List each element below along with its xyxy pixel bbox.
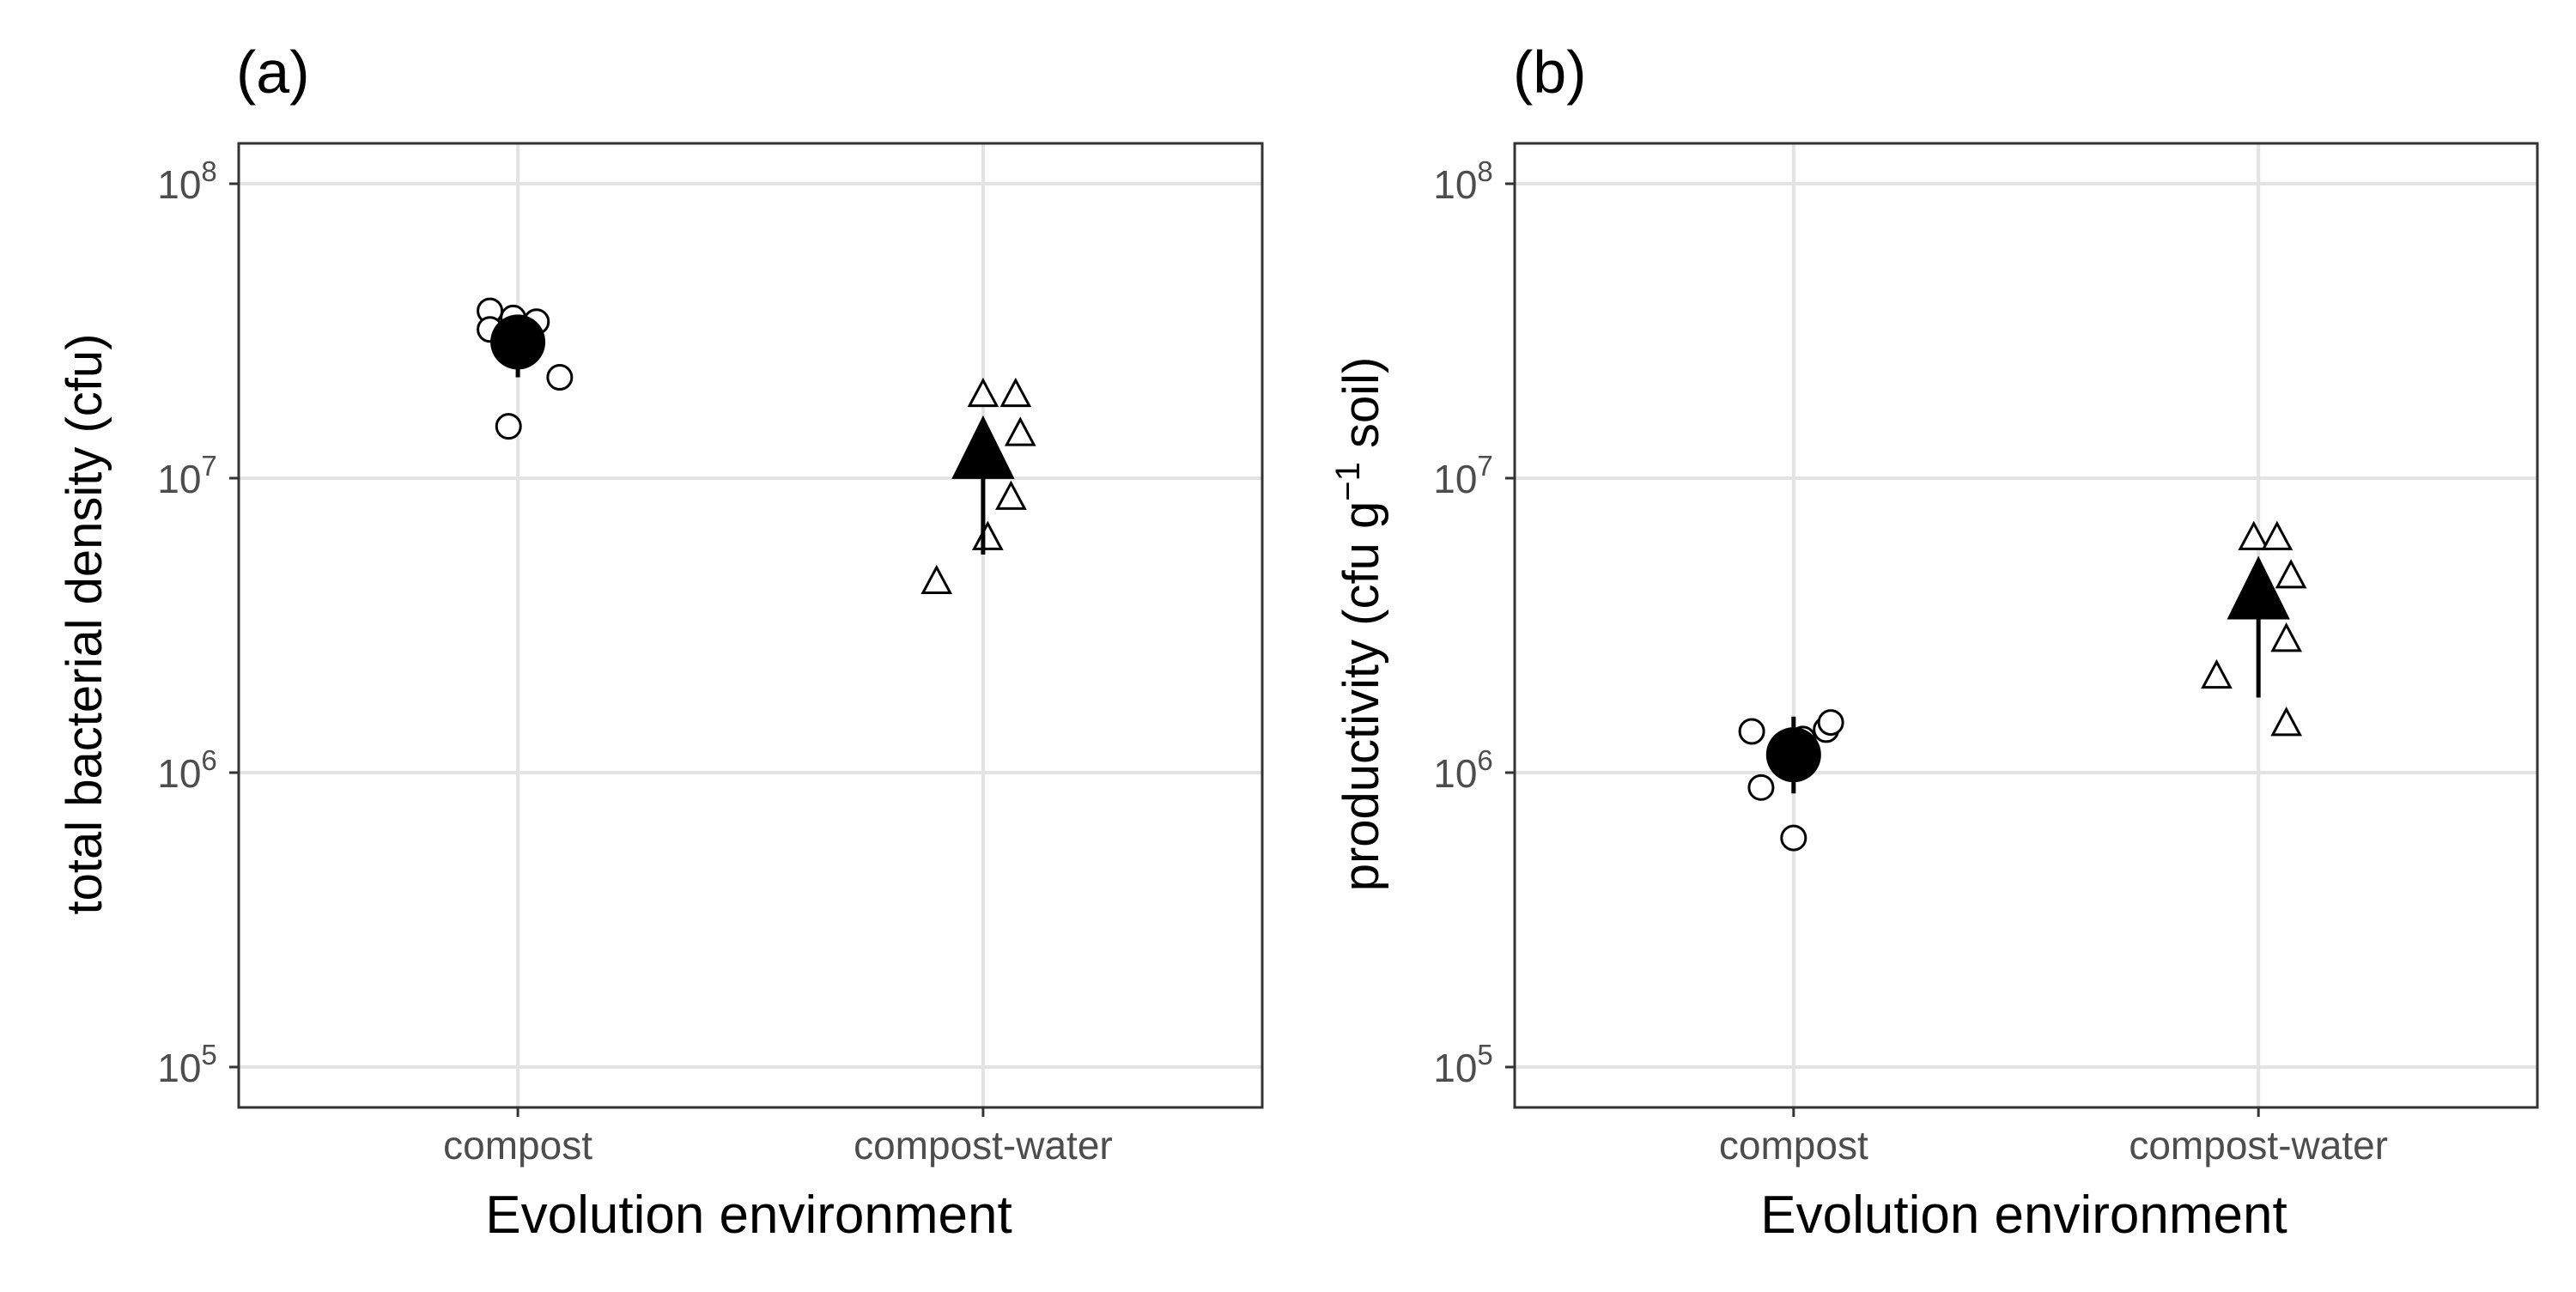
panel-a-compost-water-point-2 (999, 377, 1032, 408)
panel-a-y-tick-label-5: 105 (157, 1039, 217, 1090)
panel-a-compost-water-point-4 (995, 480, 1027, 510)
panel-b-compost-water-point-4 (2270, 622, 2303, 652)
panel-b-x-tick-label-compost: compost (1719, 1123, 1868, 1168)
panel-a-compost-point-5 (546, 364, 574, 391)
panel-b-x-axis-title: Evolution environment (1760, 1186, 2287, 1245)
panel-b: (b) 105 106 107 108 compost compost-water Evo… (1329, 39, 2539, 1245)
panel-a-y-tick-label-6: 106 (157, 744, 217, 796)
panel-b-border (1513, 142, 2539, 1109)
panel-a-y-tick-label-8: 108 (157, 155, 217, 207)
panel-b-y-tick-label-6: 106 (1433, 744, 1493, 796)
panel-b-y-axis-title-tail: soil) (1334, 357, 1389, 462)
panel-a-compost-water-mean (951, 415, 1015, 479)
panel-a: (a) 105 106 107 108 compost compost-water Evo… (57, 39, 1264, 1245)
panel-b-compost-water-point-5 (2201, 658, 2233, 689)
panel-b-label: (b) (1513, 39, 1587, 106)
panel-b-compost-water-point-6 (2270, 707, 2303, 737)
panel-b-x-tick-label-compost-water: compost-water (2129, 1123, 2388, 1168)
panel-b-compost-water-point-1 (2238, 520, 2270, 550)
panel-a-compost-point-6 (495, 413, 522, 440)
panel-b-compost-water-point-2 (2261, 520, 2293, 550)
panel-a-label: (a) (236, 39, 310, 106)
panel-b-plot: 105 106 107 108 compost compost-water (1433, 142, 2539, 1168)
panel-b-y-axis-title: productivity (cfu g−1 soil) (1329, 357, 1389, 892)
panel-a-border (237, 142, 1264, 1109)
panel-a-x-tick-label-compost-water: compost-water (854, 1123, 1113, 1168)
panel-a-y-axis-title: total bacterial density (cfu) (57, 334, 112, 915)
panel-a-compost-water-point-6 (920, 564, 953, 594)
panel-a-x-axis-title: Evolution environment (485, 1186, 1012, 1245)
panel-b-compost-point-4 (1817, 709, 1844, 737)
panel-b-y-tick-label-7: 107 (1433, 450, 1493, 501)
panel-a-compost-water-point-1 (967, 377, 999, 408)
panel-b-compost-point-6 (1780, 824, 1807, 852)
panel-a-x-tick-label-compost: compost (443, 1123, 592, 1168)
panel-b-compost-point-5 (1747, 773, 1775, 801)
panel-b-compost-water-point-3 (2275, 559, 2307, 589)
panel-a-compost-mean (490, 314, 546, 370)
panel-a-compost-water-point-3 (1004, 416, 1036, 446)
panel-b-compost-water-mean (2227, 555, 2290, 620)
panel-b-y-tick-label-5: 105 (1433, 1039, 1493, 1090)
panel-a-y-tick-label-7: 107 (157, 450, 217, 501)
panel-a-plot: 105 106 107 108 compost compost-water (157, 142, 1264, 1168)
panel-b-y-axis-title-superscript: −1 (1329, 462, 1367, 501)
panel-b-y-axis-title-main: productivity (cfu g (1334, 501, 1389, 892)
panel-b-compost-point-1 (1738, 718, 1765, 745)
panel-b-y-tick-label-8: 108 (1433, 155, 1493, 207)
panel-a-compost-water-point-5 (971, 520, 1004, 550)
panel-b-compost-mean (1765, 727, 1821, 783)
